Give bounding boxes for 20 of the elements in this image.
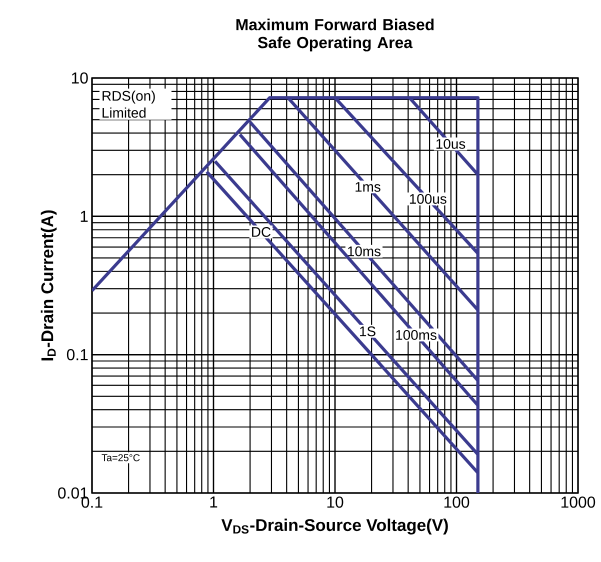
x-tick-label: 100: [444, 496, 470, 508]
series-label: 100ms: [396, 330, 436, 340]
series-label: 100us: [410, 194, 446, 204]
series-label: 10us: [436, 138, 466, 149]
y-tick-label: 10: [72, 72, 88, 84]
x-tick-label: 1: [210, 496, 218, 508]
series-label: DC: [252, 227, 271, 237]
x-tick-label: 1000: [561, 496, 596, 508]
series-label: 10ms: [348, 246, 381, 256]
y-tick-label: 0.01: [58, 487, 88, 499]
series-label: 1ms: [356, 182, 380, 192]
x-tick-label: 10: [327, 496, 344, 508]
y-tick-label: 1: [80, 210, 88, 222]
chart-title: Maximum Forward Biased Safe Operating Area: [236, 18, 434, 52]
x-axis-title: V$_{DS}$-Drain-Source Voltage(V): [221, 518, 448, 535]
y-axis-title: I$_{D}$-Drain Current(A): [40, 210, 57, 360]
annotation: Ta=25°C: [102, 454, 140, 462]
annotation: RDS(on) Limited: [102, 90, 155, 118]
y-tick-label: 0.1: [66, 349, 88, 360]
series-label: 1S: [360, 326, 376, 336]
